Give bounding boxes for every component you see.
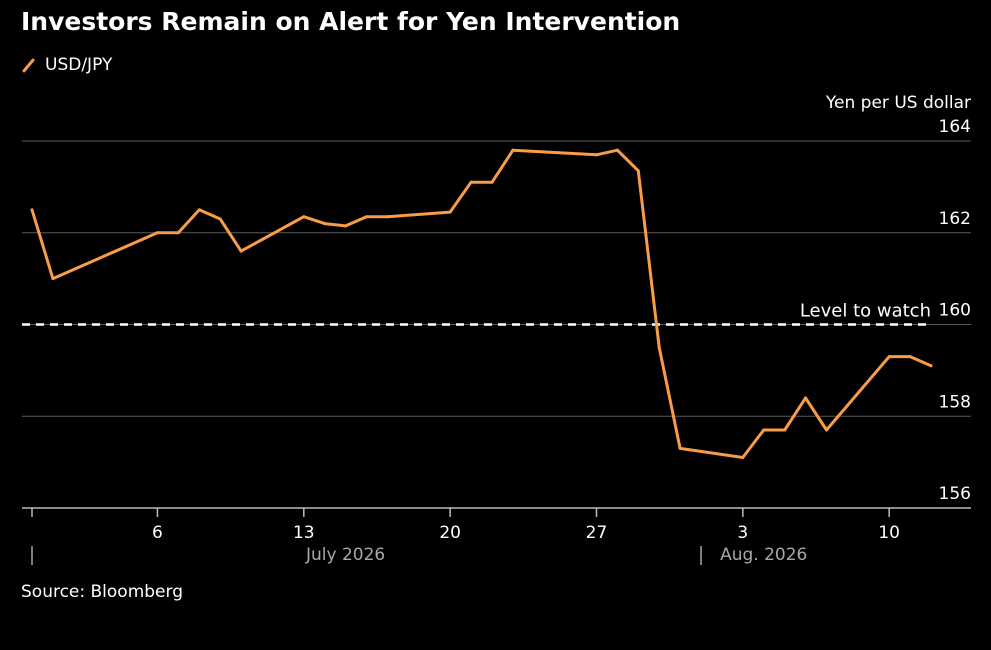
x-tick-label: 20 [439,523,461,543]
x-tick-label: 3 [737,523,748,543]
data-point [197,208,201,212]
data-point [176,231,180,235]
y-tick-label: 158 [939,392,971,412]
data-point [448,210,452,214]
data-point [511,148,515,152]
data-point [490,180,494,184]
data-point [783,428,787,432]
legend-label: USD/JPY [45,55,113,75]
month-label: July 2026 [305,545,385,565]
y-axis: Yen per US dollar 164 162 160 158 156 [825,93,971,504]
grid-layer [22,140,971,417]
data-point [302,215,306,219]
series-line-usd-jpy [30,148,933,459]
data-point [365,215,369,219]
data-point [30,208,34,212]
data-point [51,277,55,281]
data-point [239,249,243,253]
data-point [594,153,598,157]
data-point [804,396,808,400]
data-point [908,355,912,359]
data-point [824,428,828,432]
reference-layer: Level to watch [22,301,931,326]
data-point [155,231,159,235]
y-tick-label: 156 [939,484,971,504]
x-tick-label: 6 [152,523,163,543]
x-axis: 6 13 20 27 3 10 July 2026 Aug. 2026 [22,507,971,565]
data-point [636,169,640,173]
x-tick-label: 10 [878,523,900,543]
data-point [323,222,327,226]
reference-line-label: Level to watch [800,301,931,322]
month-label: Aug. 2026 [720,545,807,565]
data-point [762,428,766,432]
y-tick-label: 164 [939,117,971,137]
series-layer [30,148,933,460]
data-point [344,224,348,228]
data-point [218,217,222,221]
x-tick-label: 13 [293,523,315,543]
data-point [929,364,933,368]
data-point [615,148,619,152]
data-point [678,446,682,450]
chart-title: Investors Remain on Alert for Yen Interv… [21,7,681,36]
data-point [741,456,745,460]
data-point [657,345,661,349]
y-tick-label: 162 [939,209,971,229]
data-point [385,215,389,219]
source-note: Source: Bloomberg [21,582,183,602]
y-tick-label: 160 [939,301,971,321]
chart-legend: USD/JPY [21,55,112,75]
x-tick-label: 27 [586,523,608,543]
data-point [887,355,891,359]
data-point [469,180,473,184]
y-axis-title: Yen per US dollar [825,93,971,113]
